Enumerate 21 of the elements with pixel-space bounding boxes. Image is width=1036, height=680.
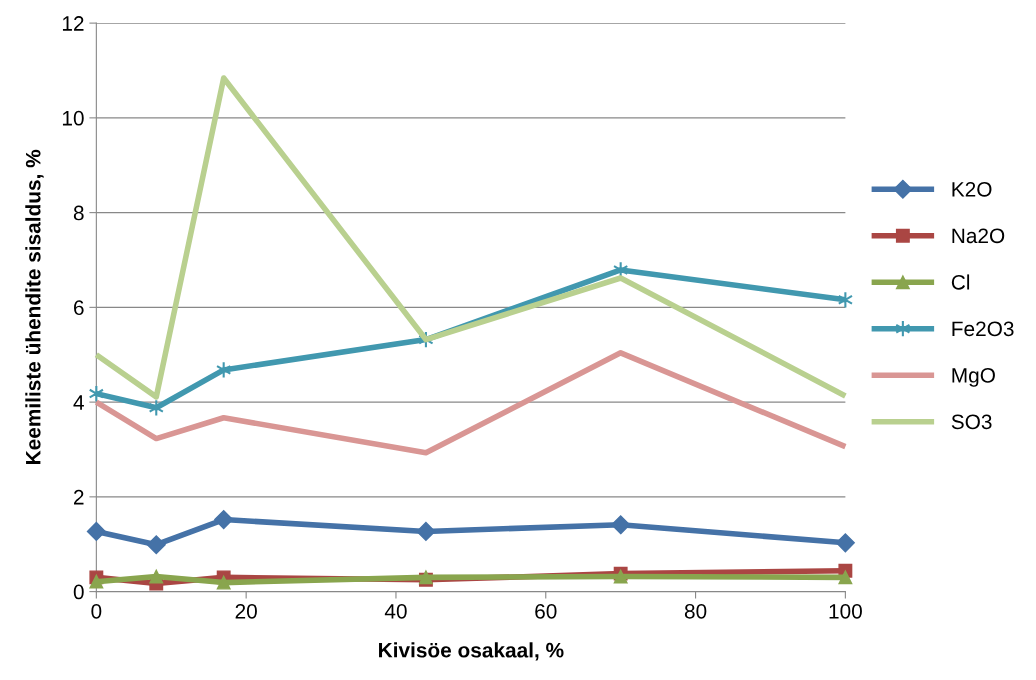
y-tick-label: 2 xyxy=(74,489,84,505)
y-tick-label: 10 xyxy=(62,110,84,126)
y-tick-label: 12 xyxy=(62,16,84,31)
y-tick-label: 4 xyxy=(73,395,84,410)
legend-label: Cl xyxy=(951,274,970,290)
y-tick-label: 0 xyxy=(73,584,84,600)
legend-label: Na2O xyxy=(952,228,1005,244)
legend-label: Fe2O3 xyxy=(952,321,1014,337)
y-tick-label: 8 xyxy=(73,205,84,221)
legend-label: MgO xyxy=(952,367,995,387)
x-tick-label: 100 xyxy=(829,603,862,619)
x-tick-label: 80 xyxy=(684,603,707,619)
y-tick-label: 6 xyxy=(74,300,84,316)
x-tick-label: 40 xyxy=(384,603,407,619)
x-tick-label: 20 xyxy=(235,603,257,619)
x-tick-label: 0 xyxy=(91,603,102,619)
x-axis-title: Kivisöe osakaal, % xyxy=(379,642,564,661)
legend-label: K2O xyxy=(952,181,992,197)
y-axis-title: Keemiliste ühendite sisaldus, % xyxy=(25,149,44,464)
x-tick-label: 60 xyxy=(535,603,557,619)
legend-label: SO3 xyxy=(951,414,992,430)
